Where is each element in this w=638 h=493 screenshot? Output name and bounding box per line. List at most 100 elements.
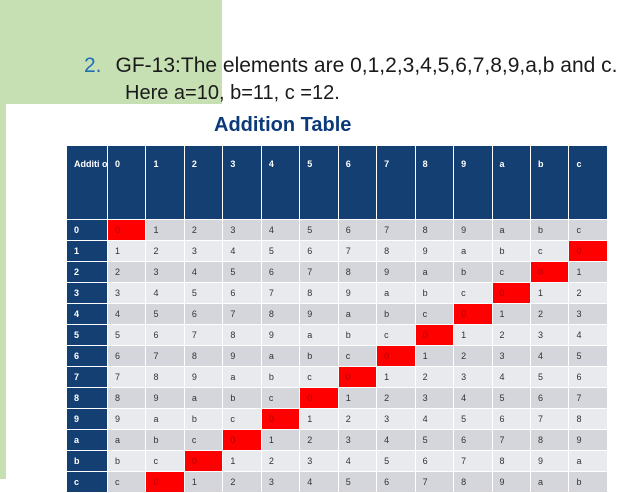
table-cell: 1 (491, 303, 531, 325)
table-cell: 8 (299, 282, 339, 304)
row-header: 8 (66, 387, 108, 409)
row-header: 0 (66, 219, 108, 241)
table-cell: 6 (145, 324, 185, 346)
table-cell: 2 (106, 261, 147, 283)
table-cell: 6 (453, 429, 493, 451)
table-cell: 8 (260, 303, 301, 325)
column-header: 2 (183, 145, 224, 220)
table-cell: 2 (414, 366, 455, 388)
table-cell: 4 (260, 219, 301, 241)
table-cell: 5 (183, 282, 224, 304)
table-cell: 9 (145, 387, 185, 409)
table-cell: a (106, 429, 147, 451)
zero-cell: 0 (529, 261, 570, 283)
table-cell: 7 (568, 387, 608, 409)
table-cell: 8 (222, 324, 262, 346)
table-cell: 7 (106, 366, 147, 388)
zero-cell: 0 (106, 219, 147, 241)
table-cell: 7 (337, 240, 378, 262)
table-cell: 5 (568, 345, 608, 367)
table-cell: 8 (106, 387, 147, 409)
table-cell: 1 (299, 408, 339, 430)
row-header: 4 (66, 303, 108, 325)
table-cell: 5 (337, 471, 378, 493)
table-cell: 6 (260, 261, 301, 283)
row-header: 7 (66, 366, 108, 388)
table-cell: 3 (260, 471, 301, 493)
table-cell: b (491, 240, 531, 262)
table-cell: 6 (106, 345, 147, 367)
table-cell: 5 (106, 324, 147, 346)
table-cell: a (568, 450, 608, 472)
table-cell: 8 (453, 471, 493, 493)
table-cell: b (222, 387, 262, 409)
table-cell: 8 (183, 345, 224, 367)
table-cell: c (299, 366, 339, 388)
table-cell: 3 (453, 366, 493, 388)
table-cell: 8 (145, 366, 185, 388)
table-cell: 3 (183, 240, 224, 262)
table-cell: c (414, 303, 455, 325)
table-cell: 6 (491, 408, 531, 430)
table-cell: 8 (529, 429, 570, 451)
table-cell: 3 (106, 282, 147, 304)
table-cell: 9 (529, 450, 570, 472)
table-cell: 2 (491, 324, 531, 346)
table-cell: 9 (337, 282, 378, 304)
table-title: Addition Table (214, 114, 352, 136)
row-header: 5 (66, 324, 108, 346)
row-header: a (66, 429, 108, 451)
table-cell: 5 (414, 429, 455, 451)
table-cell: 8 (376, 240, 416, 262)
table-cell: 2 (145, 240, 185, 262)
table-cell: a (145, 408, 185, 430)
table-cell: 9 (106, 408, 147, 430)
table-cell: 4 (337, 450, 378, 472)
table-cell: 1 (529, 282, 570, 304)
table-cell: 1 (222, 450, 262, 472)
table-cell: 5 (260, 240, 301, 262)
table-cell: c (145, 450, 185, 472)
table-cell: 7 (183, 324, 224, 346)
point-text: GF-13:The elements are 0,1,2,3,4,5,6,7,8… (115, 54, 618, 77)
table-cell: a (337, 303, 378, 325)
row-header: 6 (66, 345, 108, 367)
table-cell: 2 (568, 282, 608, 304)
table-cell: 4 (568, 324, 608, 346)
table-cell: c (376, 324, 416, 346)
table-cell: 5 (222, 261, 262, 283)
table-cell: 1 (183, 471, 224, 493)
table-cell: 4 (414, 408, 455, 430)
table-cell: a (222, 366, 262, 388)
table-cell: 3 (222, 219, 262, 241)
table-cell: c (183, 429, 224, 451)
table-cell: 2 (376, 387, 416, 409)
zero-cell: 0 (337, 366, 378, 388)
table-cell: c (529, 240, 570, 262)
table-cell: 4 (299, 471, 339, 493)
table-cell: 6 (376, 471, 416, 493)
table-cell: 4 (491, 366, 531, 388)
table-cell: c (568, 219, 608, 241)
table-cell: a (299, 324, 339, 346)
column-header: 0 (106, 145, 147, 220)
table-cell: 8 (568, 408, 608, 430)
table-cell: 9 (414, 240, 455, 262)
table-cell: 5 (376, 450, 416, 472)
table-cell: 1 (106, 240, 147, 262)
table-cell: 9 (183, 366, 224, 388)
table-cell: b (453, 261, 493, 283)
sub-text: Here a=10, b=11, c =12. (125, 82, 340, 104)
bullet-point: 2. GF-13:The elements are 0,1,2,3,4,5,6,7… (84, 54, 618, 78)
table-cell: a (453, 240, 493, 262)
table-cell: 2 (453, 345, 493, 367)
table-cell: 3 (376, 408, 416, 430)
table-cell: 3 (491, 345, 531, 367)
